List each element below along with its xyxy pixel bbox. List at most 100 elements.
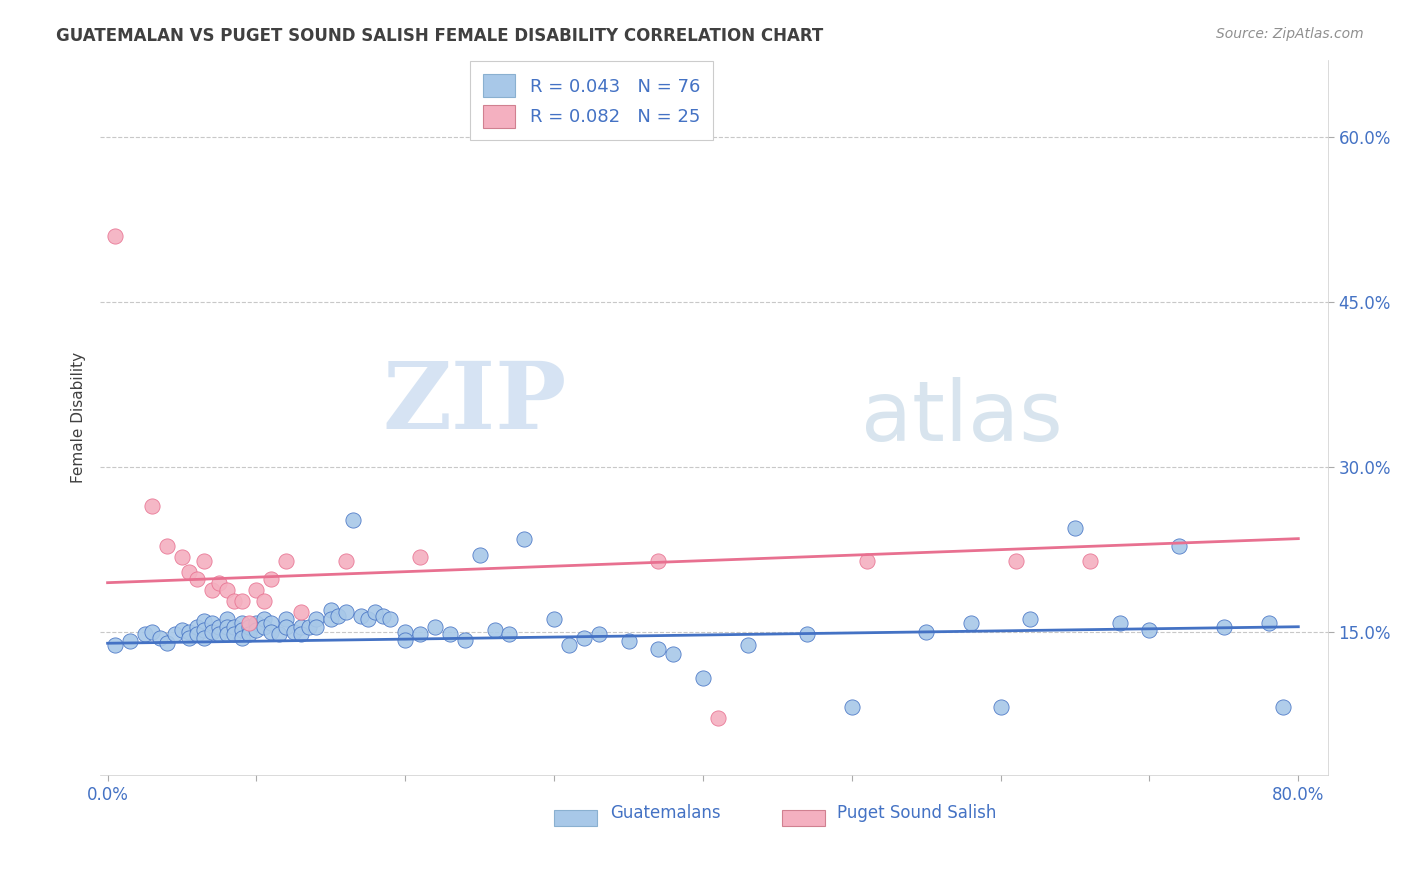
- Point: [484, 623, 506, 637]
- Text: Guatemalans: Guatemalans: [610, 804, 720, 822]
- Point: [915, 625, 938, 640]
- Point: [1139, 623, 1161, 637]
- Point: [305, 612, 328, 626]
- Point: [231, 616, 253, 631]
- Point: [1212, 620, 1234, 634]
- Point: [156, 636, 179, 650]
- Point: [253, 594, 276, 608]
- Point: [290, 627, 312, 641]
- Point: [170, 623, 193, 637]
- Point: [342, 513, 364, 527]
- Point: [201, 625, 224, 640]
- Point: [357, 612, 380, 626]
- Point: [149, 631, 172, 645]
- Point: [647, 641, 669, 656]
- Point: [1257, 616, 1279, 631]
- Point: [617, 634, 640, 648]
- Point: [335, 606, 357, 620]
- Point: [297, 620, 319, 634]
- Point: [1004, 554, 1026, 568]
- Point: [245, 583, 267, 598]
- Point: [990, 700, 1012, 714]
- Point: [498, 627, 520, 641]
- Point: [215, 612, 238, 626]
- Point: [349, 608, 371, 623]
- Point: [380, 612, 402, 626]
- Point: [588, 627, 610, 641]
- Point: [290, 606, 312, 620]
- Point: [513, 532, 536, 546]
- Point: [454, 632, 477, 647]
- Point: [423, 620, 446, 634]
- Point: [267, 627, 290, 641]
- Point: [1064, 521, 1087, 535]
- Text: atlas: atlas: [862, 377, 1063, 458]
- Point: [193, 614, 215, 628]
- Point: [231, 594, 253, 608]
- Point: [104, 639, 127, 653]
- Text: ZIP: ZIP: [382, 359, 567, 448]
- Point: [238, 620, 260, 634]
- Point: [707, 711, 730, 725]
- Point: [319, 612, 342, 626]
- Point: [319, 603, 342, 617]
- Point: [328, 608, 350, 623]
- Point: [186, 620, 208, 634]
- Point: [193, 554, 215, 568]
- Point: [260, 616, 283, 631]
- Point: [572, 631, 595, 645]
- Point: [558, 639, 581, 653]
- Point: [335, 554, 357, 568]
- Point: [260, 625, 283, 640]
- Point: [231, 631, 253, 645]
- Point: [855, 554, 877, 568]
- Point: [409, 627, 432, 641]
- Point: [118, 634, 141, 648]
- Point: [215, 583, 238, 598]
- Point: [170, 550, 193, 565]
- Point: [179, 565, 201, 579]
- Point: [215, 627, 238, 641]
- Point: [104, 228, 127, 243]
- Point: [737, 639, 759, 653]
- Point: [841, 700, 863, 714]
- Point: [193, 623, 215, 637]
- Point: [260, 573, 283, 587]
- Point: [222, 620, 245, 634]
- Point: [253, 612, 276, 626]
- Point: [231, 623, 253, 637]
- Point: [179, 625, 201, 640]
- Point: [305, 620, 328, 634]
- Point: [276, 620, 298, 634]
- Point: [543, 612, 565, 626]
- Point: [253, 620, 276, 634]
- Point: [1108, 616, 1130, 631]
- Point: [960, 616, 983, 631]
- Point: [662, 647, 685, 661]
- Point: [222, 627, 245, 641]
- Point: [208, 575, 231, 590]
- Point: [141, 499, 163, 513]
- Point: [364, 606, 387, 620]
- Point: [179, 631, 201, 645]
- Point: [163, 627, 186, 641]
- Point: [647, 554, 669, 568]
- Point: [394, 632, 416, 647]
- Point: [186, 627, 208, 641]
- Text: Source: ZipAtlas.com: Source: ZipAtlas.com: [1216, 27, 1364, 41]
- FancyBboxPatch shape: [554, 810, 598, 825]
- Point: [238, 627, 260, 641]
- Point: [215, 620, 238, 634]
- Point: [796, 627, 818, 641]
- Point: [186, 573, 208, 587]
- Point: [439, 627, 461, 641]
- Point: [156, 539, 179, 553]
- Point: [276, 612, 298, 626]
- Text: GUATEMALAN VS PUGET SOUND SALISH FEMALE DISABILITY CORRELATION CHART: GUATEMALAN VS PUGET SOUND SALISH FEMALE …: [56, 27, 824, 45]
- Point: [141, 625, 163, 640]
- Point: [290, 620, 312, 634]
- Point: [208, 627, 231, 641]
- Point: [245, 623, 267, 637]
- Y-axis label: Female Disability: Female Disability: [72, 352, 86, 483]
- Point: [409, 550, 432, 565]
